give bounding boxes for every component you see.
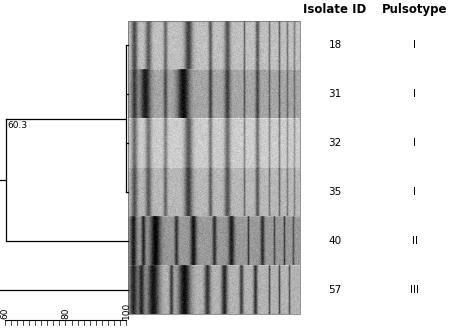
Text: Isolate ID: Isolate ID	[303, 3, 366, 16]
Text: Pulsotype: Pulsotype	[382, 3, 448, 16]
Text: 35: 35	[328, 187, 342, 197]
Text: I: I	[413, 89, 417, 99]
Text: I: I	[413, 187, 417, 197]
Text: 31: 31	[328, 89, 342, 99]
Text: 60: 60	[0, 307, 9, 319]
Text: I: I	[413, 138, 417, 148]
Text: 57: 57	[328, 285, 342, 295]
Text: 32: 32	[328, 138, 342, 148]
Text: 60.3: 60.3	[7, 121, 27, 130]
Text: 18: 18	[328, 40, 342, 50]
Bar	[128, 21, 300, 314]
Text: I: I	[413, 40, 417, 50]
Text: 80: 80	[61, 307, 70, 319]
Text: III: III	[410, 285, 419, 295]
Text: 40: 40	[328, 236, 342, 246]
Text: II: II	[412, 236, 418, 246]
Text: 100: 100	[121, 302, 130, 319]
